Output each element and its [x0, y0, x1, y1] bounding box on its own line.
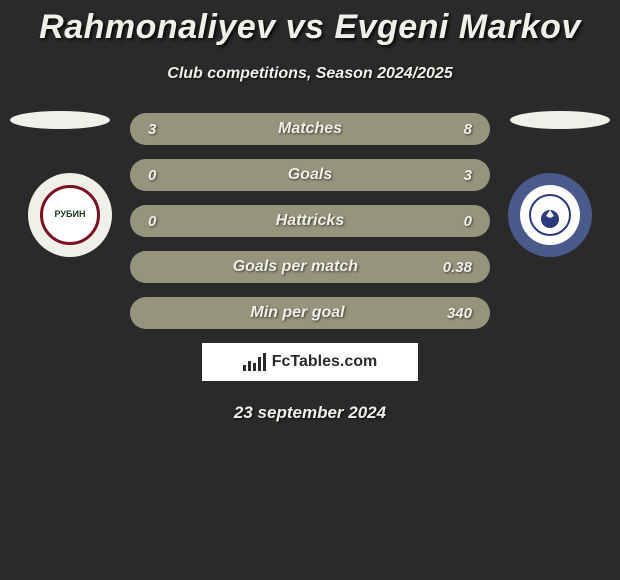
- chart-icon: [243, 353, 266, 371]
- stat-label: Min per goal: [250, 304, 344, 322]
- stat-right-value: 0.38: [443, 259, 472, 276]
- stat-left-value: 3: [148, 121, 156, 138]
- stat-row: Min per goal 340: [130, 297, 490, 329]
- decoration-ellipse-right: [510, 111, 610, 129]
- stat-row: 0 Goals 3: [130, 159, 490, 191]
- stat-left-value: 0: [148, 213, 156, 230]
- stat-label: Matches: [278, 120, 342, 138]
- stat-row: Goals per match 0.38: [130, 251, 490, 283]
- stat-label: Goals: [288, 166, 332, 184]
- stat-right-value: 340: [447, 305, 472, 322]
- comparison-panel: РУБИН 3 Matches 8 0 Goals 3 0 Hattricks …: [0, 113, 620, 423]
- subtitle: Club competitions, Season 2024/2025: [0, 65, 620, 83]
- stat-right-value: 8: [464, 121, 472, 138]
- decoration-ellipse-left: [10, 111, 110, 129]
- team-badge-right: [508, 173, 592, 257]
- crest-icon-right: [528, 193, 572, 237]
- date-label: 23 september 2024: [0, 403, 620, 423]
- branding-text: FcTables.com: [272, 353, 378, 371]
- stat-label: Goals per match: [233, 258, 358, 276]
- stat-row: 0 Hattricks 0: [130, 205, 490, 237]
- crest-text-left: РУБИН: [55, 210, 86, 220]
- branding-box: FcTables.com: [202, 343, 418, 381]
- stat-left-value: 0: [148, 167, 156, 184]
- stat-row: 3 Matches 8: [130, 113, 490, 145]
- stats-list: 3 Matches 8 0 Goals 3 0 Hattricks 0 Goal…: [130, 113, 490, 329]
- team-crest-right: [520, 185, 580, 245]
- team-crest-left: РУБИН: [40, 185, 100, 245]
- stat-label: Hattricks: [276, 212, 344, 230]
- page-title: Rahmonaliyev vs Evgeni Markov: [0, 0, 620, 47]
- stat-right-value: 0: [464, 213, 472, 230]
- team-badge-left: РУБИН: [28, 173, 112, 257]
- stat-right-value: 3: [464, 167, 472, 184]
